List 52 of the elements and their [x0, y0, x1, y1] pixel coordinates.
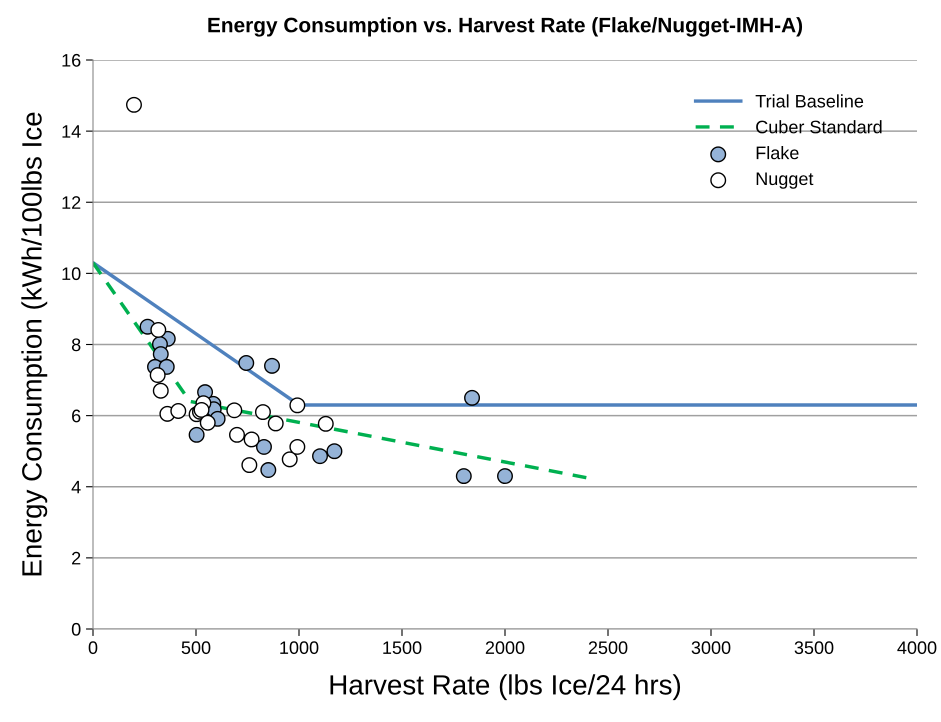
y-axis-title: Energy Consumption (kWh/100lbs Ice — [21, 112, 48, 576]
point — [152, 382, 169, 399]
x-tick-label: 1500 — [383, 641, 422, 654]
point — [226, 402, 242, 418]
x-tick-label: 500 — [182, 641, 210, 654]
x-tick-label: 2000 — [486, 641, 524, 654]
x-tick-label: 1000 — [280, 641, 318, 654]
x-tick-label: 0 — [88, 641, 98, 654]
point — [318, 416, 334, 432]
point — [256, 438, 272, 455]
legend-label: Trial Baseline — [756, 94, 864, 108]
point — [244, 431, 260, 448]
point — [188, 426, 205, 443]
y-tick-label: 12 — [62, 196, 80, 209]
y-tick-label: 4 — [72, 480, 81, 494]
point — [254, 404, 271, 420]
y-tick-label: 2 — [72, 552, 80, 564]
legend-label: Cuber Standard — [756, 120, 882, 134]
point — [497, 468, 513, 484]
point — [456, 468, 472, 484]
point — [268, 415, 284, 432]
legend-label: Flake — [756, 146, 799, 160]
x-tick-label: 4000 — [897, 641, 936, 654]
y-tick-label: 10 — [62, 267, 80, 280]
y-tick-label: 0 — [72, 622, 80, 636]
x-tick-label: 3500 — [794, 641, 834, 654]
point — [282, 451, 298, 468]
point — [241, 457, 258, 474]
point — [170, 403, 186, 419]
y-tick-label: 16 — [62, 54, 80, 67]
x-axis-title: Harvest Rate (lbs Ice/24 hrs) — [330, 674, 680, 700]
point — [289, 397, 306, 414]
chart-title: Energy Consumption vs. Harvest Rate (Flake/Nugget-IMH-A) — [208, 17, 802, 37]
point — [326, 443, 342, 460]
point — [150, 367, 166, 384]
y-tick-label: 8 — [72, 338, 80, 352]
point — [260, 462, 276, 478]
point — [238, 355, 254, 371]
point — [200, 414, 216, 431]
x-tick-label: 2500 — [588, 641, 628, 654]
point — [312, 448, 328, 464]
y-tick-label: 14 — [62, 125, 81, 138]
point — [152, 346, 169, 362]
x-tick-label: 3000 — [692, 641, 730, 654]
point — [229, 426, 245, 443]
point — [264, 358, 280, 374]
legend-label: Nugget — [756, 172, 814, 189]
y-tick-label: 6 — [72, 410, 80, 422]
point — [126, 96, 142, 113]
point — [289, 438, 306, 455]
point — [464, 390, 480, 406]
point — [150, 322, 166, 338]
